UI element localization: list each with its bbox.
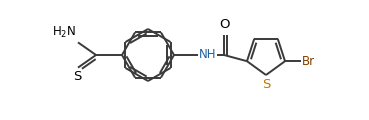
Text: S: S (262, 78, 270, 91)
Text: O: O (220, 18, 230, 31)
Text: H$_2$N: H$_2$N (52, 25, 76, 40)
Text: S: S (73, 70, 81, 83)
Text: Br: Br (302, 55, 315, 68)
Text: NH: NH (199, 48, 217, 61)
